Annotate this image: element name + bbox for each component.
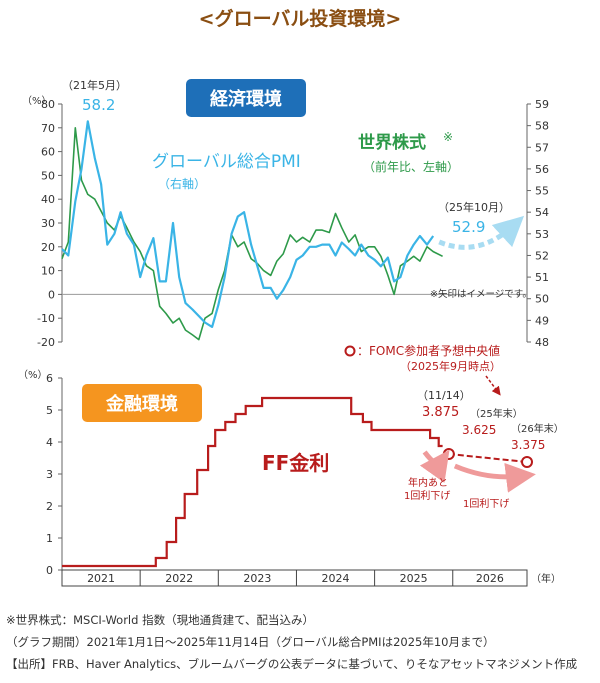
left-tick-label: -10 [37,312,55,325]
projection-point-2025 [442,448,455,460]
series-label-stock-mark: ※ [443,130,453,144]
pmi-projection-arrow [438,215,525,250]
economic-panel: （%）80 70 60 50 40 30 20 10 0 -10 -20 59 58 57 56 55 54 53… [22,78,549,349]
series-line-pmi [61,120,435,328]
right-tick-label: 52 [535,249,549,262]
footnote-stock-index: ※世界株式：MSCI-World 指数（現地通貨建て、配当込み） [6,613,314,627]
cut-note-2025-line1: 年内あと [408,476,448,489]
legend-label: ：FOMC参加者予想中央値 [357,343,500,358]
economic-badge-box [186,79,306,117]
right-tick-label: 56 [535,163,549,176]
arrow-image-note: ※矢印はイメージです。 [430,288,532,300]
right-tick-label: 54 [535,206,549,219]
footnote-period: （グラフ期間）2021年1月1日～2025年11月14日（グローバル総合PMIは… [6,635,495,649]
left-tick-label: 70 [41,122,55,135]
cut-arrow-2026 [453,462,536,493]
pmi-latest-value: 52.9 [452,218,485,236]
bottom-tick-label: 1 [46,532,53,545]
right-tick-label: 50 [535,293,549,306]
bottom-tick-label: 3 [46,468,53,481]
left-tick-label: 60 [41,146,55,159]
year-label: 2025 [400,572,428,585]
bottom-tick-label: 5 [46,404,53,417]
right-tick-label: 58 [535,120,549,133]
page-title: <グローバル投資環境> [198,8,402,30]
left-tick-label: 10 [41,265,55,278]
cut-note-2026: 1回利下げ [463,498,509,510]
left-tick-label: 30 [41,217,55,230]
ff-latest-date: （11/14） [417,389,471,402]
cut-arrow-2025 [419,449,450,483]
bottom-tick-label: 2 [46,500,53,513]
financial-panel: （%）6 5 4 3 2 1 0 2021 2022 2023 2024 2025 2026 （年） 金融環… [18,343,564,587]
right-tick-label: 55 [535,185,549,198]
pmi-peak-date: （21年5月） [62,78,127,92]
bottom-tick-label: 4 [46,436,53,449]
left-tick-label: 0 [48,288,55,301]
projection-label-date-2025: （25年末） [470,407,523,420]
projection-point-2026 [521,456,533,468]
right-tick-label: 51 [535,271,549,284]
legend-sublabel: （2025年9月時点） [400,359,501,373]
legend-marker [344,345,356,357]
right-tick-label: 57 [535,141,549,154]
year-label: 2024 [322,572,350,585]
series-label-stock-sub: （前年比、左軸） [363,159,459,174]
projection-label-date-2026: （26年末） [511,422,564,435]
projection-label-value-2026: 3.375 [511,438,545,452]
pmi-peak-value: 58.2 [82,96,115,114]
left-tick-label: 80 [41,98,55,111]
year-label: 2022 [165,572,193,585]
left-axis-unit: （%） [22,95,52,107]
footnote-source: 【出所】FRB、Haver Analytics、ブルームバーグの公表データに基づ… [6,657,578,671]
left-tick-label: 20 [41,241,55,254]
year-label: 2021 [87,572,115,585]
legend-pointer-arrow [485,375,501,396]
left-tick-label: 40 [41,193,55,206]
right-tick-label: 49 [535,314,549,327]
series-label-stock: 世界株式 [358,132,426,153]
cut-note-2025-line2: 1回利下げ [404,490,450,502]
investment-environment-chart: （%）80706050403020100-10-2059585756555453… [18,78,564,587]
series-line-ff-rate [62,396,443,568]
series-label-pmi-sub: （右軸） [158,176,206,191]
financial-badge-label: 金融環境 [105,393,178,415]
bottom-axis-unit: （%） [18,369,48,381]
left-tick-label: 50 [41,169,55,182]
year-label: 2026 [476,572,504,585]
year-label: 2023 [243,572,271,585]
right-tick-label: 59 [535,98,549,111]
right-tick-label: 48 [535,336,549,349]
right-tick-label: 53 [535,228,549,241]
pmi-latest-date: （25年10月） [438,200,510,214]
bottom-tick-label: 6 [46,372,53,385]
projection-label-value-2025: 3.625 [462,423,496,437]
economic-badge-label: 経済環境 [210,88,282,110]
left-tick-label: -20 [37,336,55,349]
year-band [61,569,528,587]
ff-latest-value: 3.875 [422,405,459,420]
x-axis-unit: （年） [531,572,561,585]
financial-badge-box [82,384,202,422]
projection-dashed-line [448,453,528,463]
series-label-pmi: グローバル総合PMI [152,152,301,172]
series-label-ff-rate: FF金利 [262,451,329,475]
bottom-tick-label: 0 [46,564,53,577]
